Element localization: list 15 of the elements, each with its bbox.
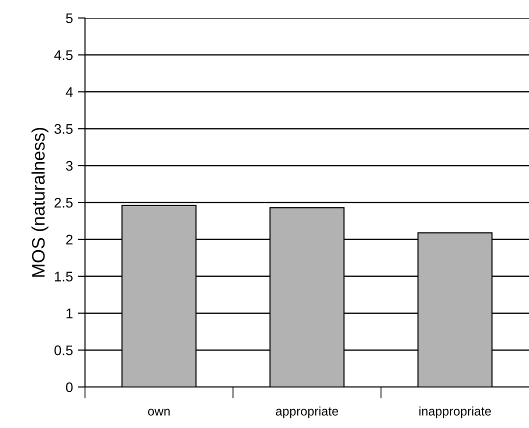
y-tick-label: 0 xyxy=(66,382,73,392)
x-tick-label: inappropriate xyxy=(419,406,491,418)
y-tick-label: 5 xyxy=(66,13,73,24)
y-tick-label: 3 xyxy=(66,160,73,171)
y-tick-label: 0.5 xyxy=(54,345,73,356)
y-tick-label: 1 xyxy=(66,308,73,318)
x-tick-label: appropriate xyxy=(276,406,338,418)
x-tick-label: own xyxy=(148,408,170,416)
y-tick-label: 2.5 xyxy=(54,198,73,208)
y-tick-label: 4 xyxy=(66,87,73,97)
y-tick-label: 1.5 xyxy=(54,272,73,282)
y-tick-label: 4.5 xyxy=(54,50,73,60)
y-tick-label: 3.5 xyxy=(54,124,73,134)
y-tick-label: 2 xyxy=(66,234,72,244)
y-axis-title: MOS (naturalness) xyxy=(32,128,48,277)
